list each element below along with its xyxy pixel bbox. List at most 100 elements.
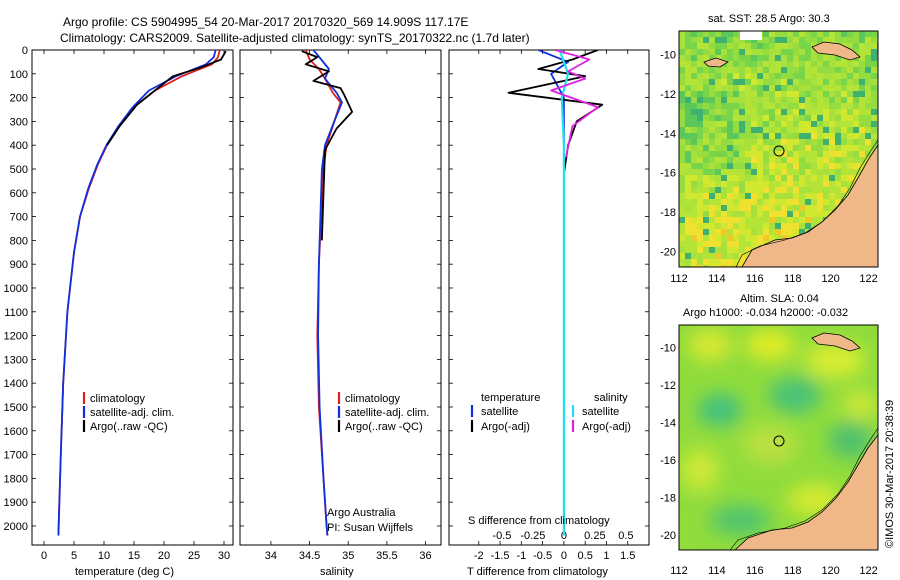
sst-cell bbox=[691, 127, 697, 133]
sst-cell bbox=[715, 121, 721, 127]
sst-cell bbox=[805, 205, 811, 211]
sst-cell bbox=[799, 181, 805, 187]
sst-cell bbox=[691, 85, 697, 91]
sst-cell bbox=[679, 85, 685, 91]
sst-cell bbox=[823, 139, 829, 145]
sst-cell bbox=[691, 253, 697, 259]
sst-cell bbox=[697, 259, 703, 265]
sst-cell bbox=[733, 169, 739, 175]
sst-cell bbox=[769, 217, 775, 223]
map-ytick-label: -12 bbox=[660, 89, 676, 101]
sst-cell bbox=[727, 265, 733, 267]
sst-cell bbox=[787, 55, 793, 61]
sst-cell bbox=[715, 91, 721, 97]
sst-cell bbox=[757, 211, 763, 217]
sst-cell bbox=[679, 103, 685, 109]
sst-cell bbox=[739, 217, 745, 223]
sst-cell bbox=[775, 229, 781, 235]
sst-cell bbox=[763, 151, 769, 157]
sst-cell bbox=[787, 163, 793, 169]
sst-cell bbox=[685, 31, 691, 37]
sst-cell bbox=[853, 49, 859, 55]
sst-cell bbox=[793, 61, 799, 67]
sst-cell bbox=[721, 67, 727, 73]
sst-cell bbox=[829, 61, 835, 67]
sst-cell bbox=[787, 133, 793, 139]
coastline-shelf bbox=[729, 427, 878, 550]
sst-cell bbox=[805, 169, 811, 175]
sst-cell bbox=[715, 229, 721, 235]
sst-cell bbox=[799, 121, 805, 127]
sst-cell bbox=[847, 31, 853, 37]
sst-cell bbox=[829, 37, 835, 43]
series-climatology bbox=[57, 50, 221, 536]
sst-cell bbox=[835, 73, 841, 79]
sst-cell bbox=[853, 175, 859, 181]
sst-cell bbox=[727, 73, 733, 79]
sst-cell bbox=[763, 97, 769, 103]
sst-cell bbox=[733, 211, 739, 217]
sst-cell bbox=[757, 73, 763, 79]
sst-cell bbox=[841, 79, 847, 85]
sst-cell bbox=[685, 235, 691, 241]
sst-cell bbox=[757, 109, 763, 115]
sst-cell bbox=[829, 205, 835, 211]
map-xtick-label: 114 bbox=[708, 565, 726, 577]
sst-cell bbox=[733, 103, 739, 109]
difference-xtick-label: -2 bbox=[474, 550, 484, 562]
sst-cell bbox=[871, 97, 877, 103]
sst-cell bbox=[781, 217, 787, 223]
sst-cell bbox=[709, 121, 715, 127]
sst-cell bbox=[775, 91, 781, 97]
sst-cell bbox=[781, 133, 787, 139]
sst-cell bbox=[763, 187, 769, 193]
sst-cell bbox=[823, 163, 829, 169]
sst-cell bbox=[721, 205, 727, 211]
sst-cell bbox=[811, 157, 817, 163]
sst-cell bbox=[709, 97, 715, 103]
legend-salinity-satellite: satellite bbox=[582, 406, 619, 418]
sst-cell bbox=[739, 247, 745, 253]
sst-cell bbox=[715, 205, 721, 211]
sst-cell bbox=[685, 229, 691, 235]
sst-cell bbox=[709, 157, 715, 163]
sst-cell bbox=[787, 43, 793, 49]
sst-cell bbox=[721, 235, 727, 241]
sst-cell bbox=[715, 223, 721, 229]
sst-cell bbox=[745, 115, 751, 121]
sst-cell bbox=[811, 49, 817, 55]
sst-cell bbox=[703, 175, 709, 181]
sst-cell bbox=[739, 55, 745, 61]
sst-cell bbox=[841, 127, 847, 133]
sst-cell bbox=[859, 73, 865, 79]
sst-cell bbox=[817, 163, 823, 169]
sst-cell bbox=[763, 121, 769, 127]
sst-cell bbox=[781, 223, 787, 229]
sst-cell bbox=[763, 193, 769, 199]
difference-xtick-label: -1 bbox=[516, 550, 526, 562]
sst-cell bbox=[871, 103, 877, 109]
sst-cell bbox=[697, 43, 703, 49]
sst-cell bbox=[709, 115, 715, 121]
sst-cell bbox=[685, 97, 691, 103]
sst-cell bbox=[709, 151, 715, 157]
sst-cell bbox=[679, 253, 685, 259]
sst-cell bbox=[865, 31, 871, 37]
sst-cell bbox=[757, 103, 763, 109]
sst-cell bbox=[757, 181, 763, 187]
sst-cell bbox=[733, 157, 739, 163]
sst-cell bbox=[697, 229, 703, 235]
sst-cell bbox=[787, 91, 793, 97]
sst-cell bbox=[691, 229, 697, 235]
sst-cell bbox=[733, 55, 739, 61]
sst-cell bbox=[847, 163, 853, 169]
sst-cell bbox=[835, 169, 841, 175]
sst-cell bbox=[829, 169, 835, 175]
sst-cell bbox=[871, 67, 877, 73]
sst-cell bbox=[805, 37, 811, 43]
sst-cell bbox=[865, 133, 871, 139]
salinity-xlabel: salinity bbox=[320, 566, 354, 578]
sst-cell bbox=[829, 187, 835, 193]
legend-climatology: climatology bbox=[345, 393, 401, 405]
sst-cell bbox=[829, 199, 835, 205]
